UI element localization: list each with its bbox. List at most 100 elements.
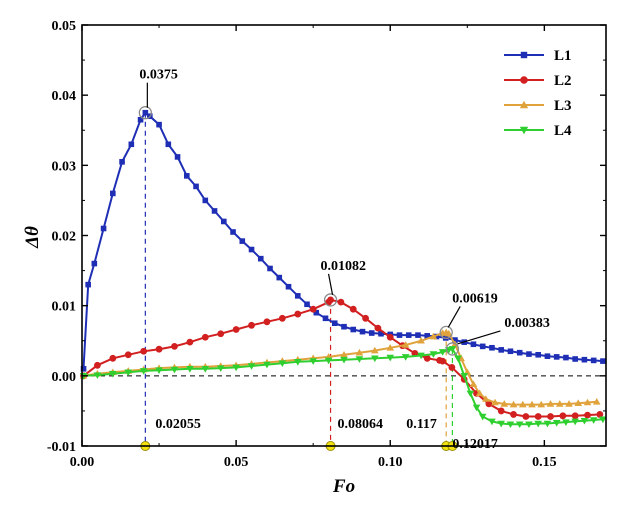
- data-point-l3: [565, 400, 573, 407]
- data-point-l1: [128, 141, 135, 148]
- data-point-l2: [547, 413, 554, 420]
- data-point-l3: [417, 336, 425, 344]
- data-point-l4: [278, 360, 287, 368]
- y-axis-title: Δθ: [22, 226, 43, 249]
- plot-area: 0.0375 0.02055 0.01082 0.08064 0.00619 0.117 0…: [47, 19, 607, 470]
- data-point-l2: [309, 305, 317, 313]
- data-point-l1: [507, 348, 514, 355]
- data-point-l1: [516, 349, 523, 356]
- data-point-l3: [371, 346, 379, 354]
- data-point-l2: [423, 354, 431, 362]
- data-point-l2: [217, 330, 225, 338]
- data-point-l2: [327, 296, 334, 304]
- data-point-l4: [309, 358, 317, 365]
- peak-label-l3: 0.00619: [452, 291, 498, 306]
- peak-circle-l4: [445, 342, 460, 356]
- data-point-l3: [500, 400, 509, 407]
- data-point-l1: [479, 343, 486, 350]
- data-point-l4: [448, 346, 457, 353]
- data-point-l4: [324, 357, 333, 365]
- data-point-l1: [80, 366, 87, 372]
- data-point-l1: [100, 225, 107, 232]
- peak-circle-l3: [439, 325, 453, 340]
- data-point-l4: [417, 352, 425, 360]
- data-point-l4: [478, 413, 487, 421]
- data-point-l2: [349, 305, 357, 313]
- y-tick-label: 0.03: [52, 159, 77, 174]
- data-point-l4: [186, 366, 194, 373]
- y-tick-label: 0.05: [52, 19, 77, 34]
- data-point-l2: [248, 321, 255, 329]
- data-point-l3: [429, 332, 438, 340]
- data-point-l1: [600, 358, 606, 364]
- data-point-l4: [589, 417, 598, 424]
- data-point-l1: [211, 208, 218, 214]
- data-point-l1: [553, 354, 560, 360]
- data-point-l2: [534, 413, 542, 420]
- data-point-l1: [202, 197, 209, 204]
- data-point-l3: [583, 398, 592, 406]
- data-point-l2: [571, 412, 579, 420]
- annotation-arrow: [447, 306, 461, 328]
- data-point-l4: [124, 369, 133, 377]
- data-point-l1: [294, 293, 301, 299]
- peak-label-l4: 0.00383: [504, 316, 550, 331]
- data-point-l1: [535, 351, 541, 358]
- data-point-l4: [201, 366, 210, 373]
- data-point-l3: [355, 348, 364, 356]
- data-point-l1: [110, 190, 116, 197]
- data-point-l4: [525, 421, 533, 429]
- x-value-label-l4: 0.12017: [452, 437, 498, 452]
- data-point-l4: [543, 420, 552, 428]
- legend: L1 L2 L3 L4: [504, 48, 572, 139]
- data-point-l1: [248, 246, 255, 253]
- data-point-l4: [232, 364, 240, 372]
- data-point-l3: [518, 400, 527, 408]
- data-point-l3: [445, 329, 453, 337]
- data-point-l2: [439, 357, 447, 365]
- data-point-l1: [433, 333, 440, 340]
- data-point-l4: [599, 416, 607, 424]
- data-point-l1: [119, 159, 125, 165]
- data-point-l4: [534, 420, 542, 428]
- data-point-l1: [322, 315, 329, 322]
- data-point-l4: [580, 417, 589, 425]
- data-point-l4: [401, 354, 410, 361]
- peak-label-l2: 0.01082: [321, 259, 367, 274]
- data-point-l1: [572, 356, 578, 362]
- x-tick-label: 0.15: [532, 455, 557, 470]
- data-point-l3: [475, 389, 484, 397]
- data-point-l1: [331, 320, 338, 327]
- data-point-l2: [497, 407, 505, 415]
- data-point-l1: [257, 255, 264, 262]
- data-point-l1: [313, 309, 320, 316]
- data-point-l3: [509, 400, 518, 408]
- data-point-l1: [415, 332, 421, 338]
- data-point-l1: [526, 351, 532, 357]
- data-point-l2: [232, 326, 240, 333]
- legend-marker-l1: [520, 51, 528, 59]
- data-point-l3: [555, 400, 564, 407]
- peak-label-l1: 0.0375: [139, 68, 178, 83]
- legend-label-l4: L4: [554, 123, 572, 139]
- data-point-l1: [276, 274, 283, 281]
- data-point-l3: [528, 400, 536, 408]
- data-point-l1: [581, 356, 588, 363]
- data-point-l4: [170, 366, 179, 374]
- data-point-l1: [156, 121, 162, 128]
- data-point-l4: [371, 355, 379, 363]
- legend-label-l3: L3: [554, 98, 572, 114]
- annotation-arrow: [457, 330, 501, 345]
- data-point-l1: [368, 330, 375, 336]
- legend-marker-l2: [520, 76, 528, 84]
- data-point-l1: [378, 330, 384, 337]
- data-point-l1: [165, 141, 172, 148]
- data-point-l2: [140, 347, 148, 355]
- data-point-l1: [174, 154, 181, 160]
- data-point-l2: [155, 345, 163, 353]
- data-point-l1: [544, 353, 551, 359]
- data-point-l4: [139, 368, 148, 375]
- data-point-l1: [285, 283, 292, 290]
- legend-marker-l3: [519, 100, 529, 109]
- x-tick-label: 0.05: [224, 455, 249, 470]
